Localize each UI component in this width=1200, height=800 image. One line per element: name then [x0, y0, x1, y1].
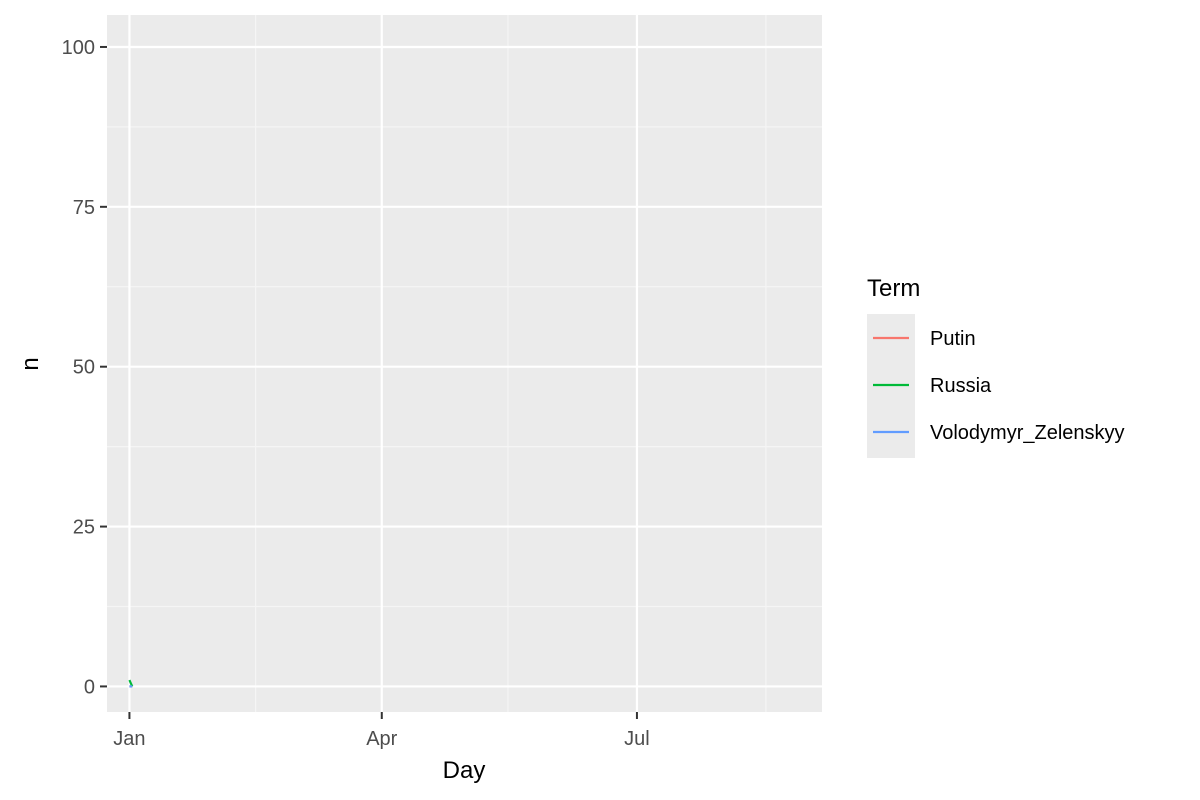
x-axis: Jan Apr Jul: [113, 712, 650, 750]
y-tick-label: 75: [73, 197, 95, 219]
legend-label-russia: Russia: [930, 375, 992, 397]
y-tick-label: 25: [73, 517, 95, 539]
y-tick-label: 100: [62, 37, 95, 59]
y-tick-label: 0: [84, 676, 95, 698]
series-lines: [128, 679, 134, 688]
x-tick-label: Apr: [366, 728, 397, 750]
legend-title: Term: [867, 275, 920, 302]
legend-items: Putin Russia Volodymyr_Zelenskyy: [873, 328, 1125, 444]
legend: Term Putin Russia Volodymyr_Zelenskyy: [867, 275, 1125, 458]
legend-label-volodymyr-zelenskyy: Volodymyr_Zelenskyy: [930, 422, 1125, 444]
y-axis: 0 25 50 75 100: [62, 37, 107, 698]
x-axis-title: Day: [443, 757, 486, 784]
legend-label-putin: Putin: [930, 328, 976, 350]
major-grid: [107, 15, 822, 712]
minor-grid: [107, 15, 822, 712]
x-tick-label: Jan: [113, 728, 145, 750]
y-tick-label: 50: [73, 357, 95, 379]
plot-panel: [107, 15, 822, 712]
x-tick-label: Jul: [624, 728, 650, 750]
y-axis-title: n: [17, 357, 44, 370]
